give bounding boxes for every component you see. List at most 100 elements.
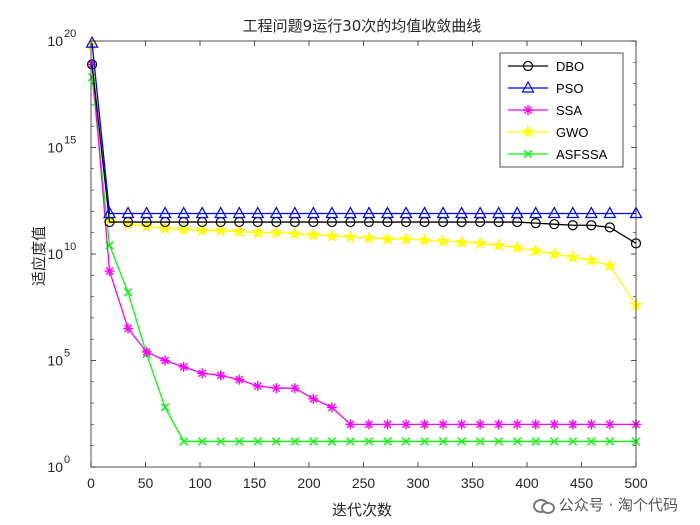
data-point-ssa	[141, 346, 152, 357]
data-point-ssa	[401, 419, 412, 430]
data-point-asfssa	[420, 437, 429, 446]
legend-label-asfssa: ASFSSA	[556, 147, 608, 162]
data-point-gwo	[232, 224, 247, 238]
data-point-pso	[195, 206, 209, 219]
y-tick-label: 10	[47, 353, 63, 369]
data-point-gwo	[584, 253, 599, 267]
data-point-asfssa	[346, 437, 355, 446]
data-point-ssa	[438, 419, 449, 430]
data-point-pso	[510, 206, 524, 219]
data-point-gwo	[288, 226, 302, 240]
x-tick-label: 50	[138, 475, 154, 491]
data-point-ssa	[345, 419, 356, 430]
legend: DBO PSO SSA GWO ASFSSA	[499, 52, 624, 168]
data-point-gwo	[195, 223, 209, 237]
y-tick-label: 10	[47, 459, 63, 475]
data-point-ssa	[419, 419, 430, 430]
data-point-pso	[121, 206, 135, 219]
watermark-text: 公众号 · 淘个代码	[558, 496, 678, 514]
data-point-pso	[177, 206, 191, 219]
data-point-ssa	[456, 419, 467, 430]
data-point-ssa	[160, 355, 171, 366]
data-point-dbo	[604, 222, 615, 233]
data-point-ssa	[604, 419, 615, 430]
data-point-ssa	[475, 419, 486, 430]
data-point-ssa	[197, 368, 208, 379]
data-point-ssa	[326, 402, 337, 413]
data-point-gwo	[454, 235, 469, 249]
y-tick-exponent: 20	[64, 28, 76, 40]
data-point-ssa	[586, 419, 597, 430]
data-point-gwo	[176, 222, 191, 236]
data-point-dbo	[549, 219, 560, 230]
data-point-asfssa	[605, 437, 615, 446]
y-axis-label: 适应度值	[30, 226, 48, 286]
legend-label-gwo: GWO	[556, 125, 589, 140]
y-tick-exponent: 0	[64, 454, 70, 466]
data-point-pso	[269, 206, 283, 219]
x-tick-label: 300	[406, 475, 430, 491]
data-point-pso	[140, 206, 154, 219]
y-tick-label: 10	[47, 140, 63, 156]
legend-label-dbo: DBO	[556, 59, 584, 74]
data-point-asfssa	[160, 403, 170, 412]
data-point-asfssa	[253, 437, 263, 446]
data-point-gwo	[306, 227, 321, 241]
data-point-gwo	[343, 229, 358, 243]
data-point-gwo	[325, 228, 339, 242]
legend-label-pso: PSO	[556, 81, 583, 96]
data-point-gwo	[528, 243, 543, 257]
legend-item-dbo: DBO	[508, 59, 584, 74]
data-point-gwo	[510, 240, 524, 254]
data-point-gwo	[603, 258, 617, 272]
data-point-pso	[251, 206, 265, 219]
data-point-pso	[529, 206, 543, 219]
data-point-asfssa	[216, 437, 226, 446]
data-point-ssa	[289, 383, 300, 394]
data-point-ssa	[567, 419, 578, 430]
data-point-pso	[566, 206, 580, 219]
data-point-gwo	[362, 230, 376, 244]
data-point-dbo	[586, 220, 597, 231]
data-point-ssa	[271, 383, 282, 394]
data-point-ssa	[104, 266, 115, 277]
y-tick-label: 10	[47, 33, 63, 49]
data-point-pso	[547, 206, 561, 219]
data-point-pso	[436, 206, 450, 219]
data-point-ssa	[234, 374, 245, 385]
data-point-gwo	[547, 246, 562, 260]
data-point-pso	[418, 206, 432, 219]
y-tick-exponent: 10	[64, 241, 76, 253]
data-point-asfssa	[587, 437, 596, 446]
data-point-asfssa	[438, 437, 448, 446]
data-point-ssa	[530, 419, 541, 430]
data-point-pso	[492, 206, 506, 219]
y-tick-label: 10	[47, 246, 63, 262]
data-point-pso	[380, 206, 394, 219]
data-point-gwo	[491, 238, 506, 252]
series-line-asfssa	[91, 77, 636, 443]
legend-marker-ssa	[523, 105, 533, 115]
data-point-gwo	[565, 250, 580, 263]
legend-item-ssa: SSA	[508, 103, 582, 118]
data-point-dbo	[530, 218, 541, 229]
x-tick-label: 350	[461, 475, 485, 491]
data-point-gwo	[213, 223, 228, 237]
y-tick-exponent: 5	[64, 348, 70, 360]
legend-label-ssa: SSA	[556, 103, 582, 118]
data-point-asfssa	[512, 437, 522, 446]
x-axis-label: 迭代次数	[332, 501, 392, 519]
data-point-gwo	[158, 221, 172, 235]
data-point-gwo	[250, 225, 265, 239]
x-tick-label: 500	[624, 475, 648, 491]
data-point-gwo	[399, 231, 413, 245]
data-point-asfssa	[234, 437, 244, 446]
legend-item-asfssa: ASFSSA	[508, 147, 608, 162]
data-point-asfssa	[457, 437, 466, 446]
series-line-dbo	[91, 64, 637, 244]
data-point-pso	[103, 206, 117, 219]
data-point-pso	[85, 35, 99, 48]
data-point-asfssa	[568, 437, 578, 446]
